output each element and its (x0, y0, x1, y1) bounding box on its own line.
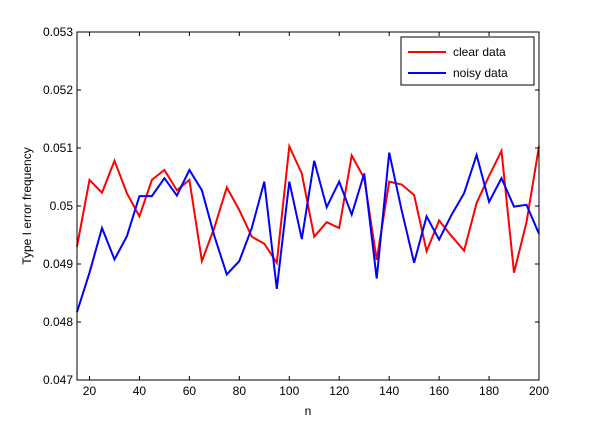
x-tick-label: 200 (529, 384, 549, 398)
y-axis-ticks: 0.047 0.048 0.049 0.05 0.051 0.052 0.053 (43, 25, 539, 387)
x-axis-label: n (305, 404, 312, 418)
x-tick-label: 40 (133, 384, 147, 398)
legend: clear data noisy data (400, 36, 535, 86)
x-tick-label: 80 (233, 384, 247, 398)
x-axis-ticks: 20 40 60 80 100 120 140 160 180 200 (83, 32, 549, 398)
x-tick-label: 140 (379, 384, 399, 398)
y-tick-label: 0.052 (43, 83, 73, 97)
x-tick-label: 160 (429, 384, 449, 398)
y-axis-label: Type I error frequency (20, 147, 34, 264)
x-tick-label: 120 (329, 384, 349, 398)
y-tick-label: 0.051 (43, 141, 73, 155)
y-tick-label: 0.047 (43, 373, 73, 387)
x-tick-label: 180 (479, 384, 499, 398)
y-tick-label: 0.05 (50, 199, 74, 213)
series-layer (76, 142, 540, 313)
y-tick-label: 0.049 (43, 257, 73, 271)
x-tick-label: 20 (83, 384, 97, 398)
legend-label-clear-data: clear data (453, 45, 506, 59)
x-tick-label: 60 (183, 384, 197, 398)
legend-label-noisy-data: noisy data (453, 66, 508, 80)
x-tick-label: 100 (279, 384, 299, 398)
y-tick-label: 0.048 (43, 315, 73, 329)
series-line-noisy-data (76, 151, 540, 313)
legend-box (400, 36, 535, 86)
y-tick-label: 0.053 (43, 25, 73, 39)
